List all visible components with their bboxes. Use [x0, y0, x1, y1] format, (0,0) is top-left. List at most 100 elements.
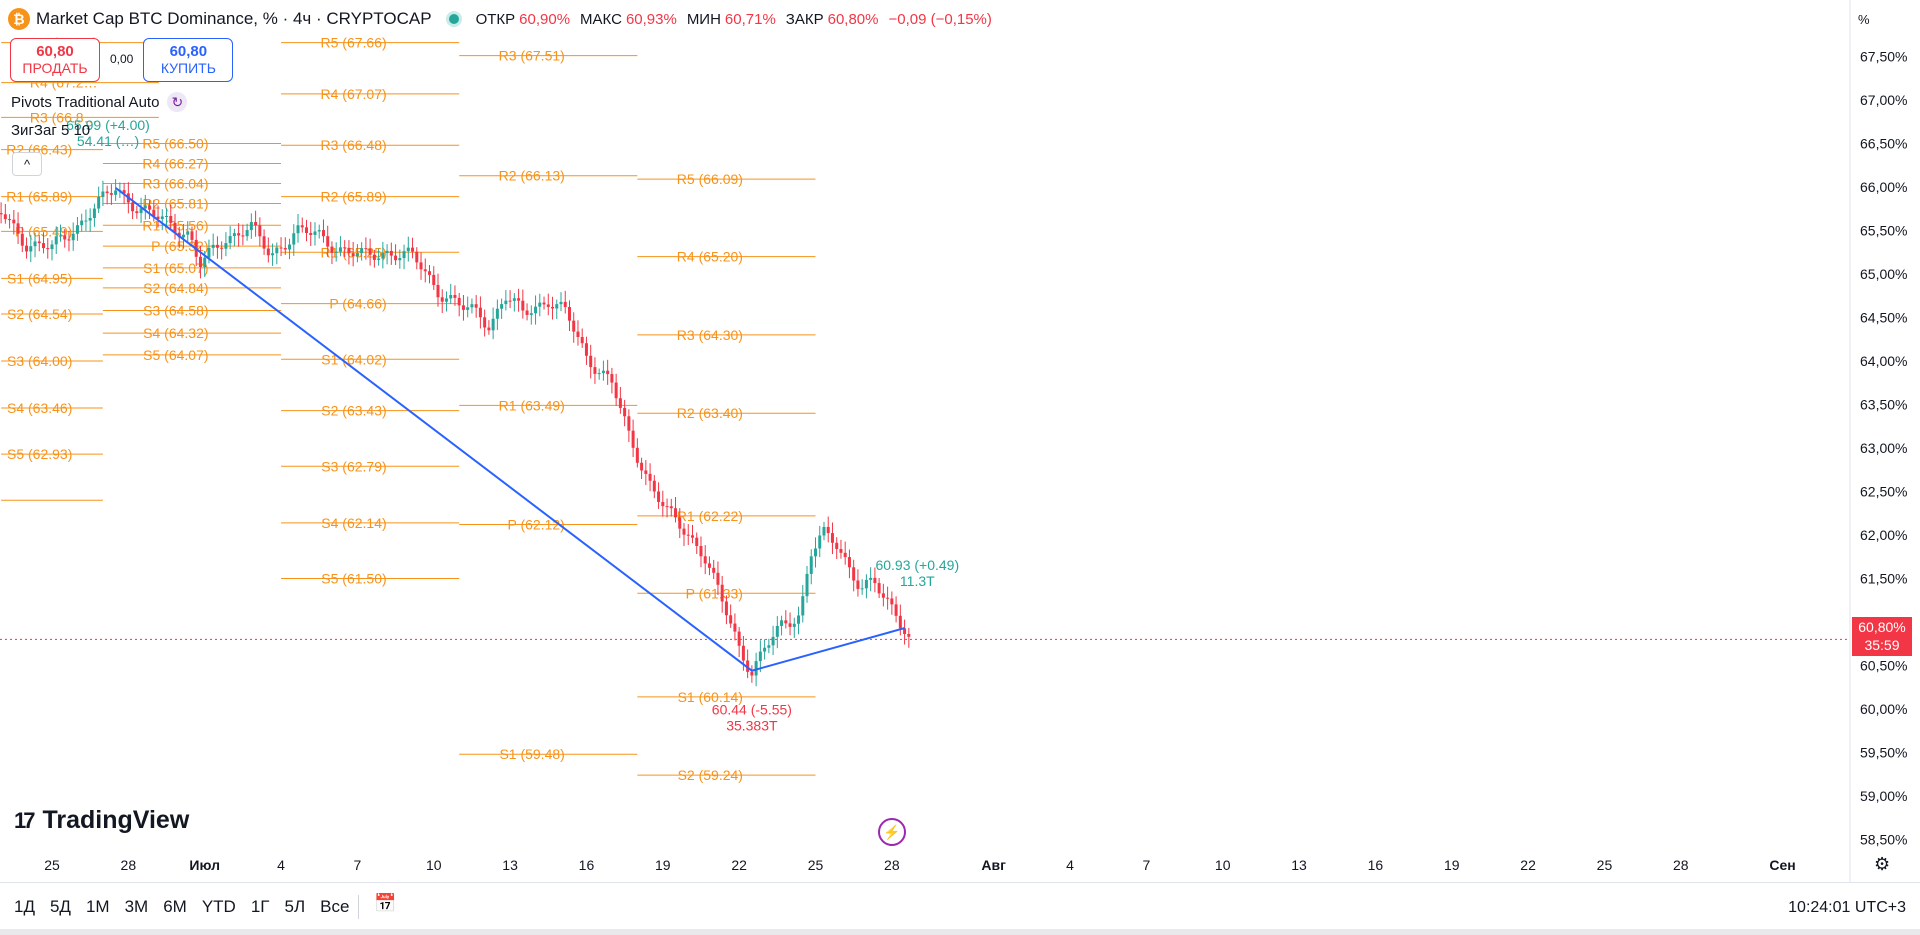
- candle-body: [466, 307, 470, 310]
- y-tick-label: 62,00%: [1860, 527, 1907, 543]
- candle-body: [512, 298, 516, 301]
- range-ytd[interactable]: YTD: [201, 897, 236, 916]
- candle-body: [690, 535, 694, 538]
- toolbar-divider: [358, 895, 359, 919]
- range-6m[interactable]: 6М: [163, 897, 187, 916]
- candle-body: [309, 233, 313, 235]
- pivot-label: S2 (63.43): [321, 403, 386, 419]
- candle-body: [211, 244, 215, 248]
- pivots-indicator-legend[interactable]: Pivots Traditional Auto ↻: [11, 92, 188, 112]
- candle-body: [551, 306, 555, 309]
- candle-body: [631, 430, 635, 448]
- pivot-label: P (65.49): [15, 223, 72, 239]
- candle-body: [814, 548, 817, 557]
- candle-body: [46, 248, 50, 250]
- clock[interactable]: 10:24:01 UTC+3: [1788, 899, 1906, 916]
- candle-body: [313, 231, 317, 235]
- y-tick-label: 59,00%: [1860, 788, 1907, 804]
- symbol-title[interactable]: Market Cap BTC Dominance, % · 4ч · CRYPT…: [36, 9, 432, 28]
- range-3m[interactable]: 3М: [124, 897, 149, 916]
- candle-body: [877, 583, 881, 594]
- candle-body: [84, 220, 88, 222]
- zigzag-indicator-legend[interactable]: ЗигЗаг 5 10: [11, 122, 90, 139]
- pivot-label: R3 (67.51): [499, 48, 565, 64]
- candle-body: [20, 233, 24, 246]
- candle-body: [644, 470, 648, 474]
- candle-body: [347, 247, 351, 254]
- pivot-label: S4 (64.32): [143, 325, 208, 341]
- candle-body: [741, 645, 745, 661]
- candle-body: [97, 196, 101, 209]
- candle-body: [181, 234, 185, 238]
- price-chart[interactable]: R5 (67.66)R4 (67.2…R3 (66.8…R2 (66.43)R1…: [0, 0, 1920, 882]
- y-tick-label: 63,50%: [1860, 397, 1907, 413]
- x-tick-label: 25: [1597, 857, 1613, 873]
- candle-body: [839, 549, 843, 553]
- candle-body: [37, 241, 41, 244]
- zigzag-indicator-label[interactable]: ЗигЗаг 5 10: [11, 122, 91, 139]
- pivot-label: S3 (64.58): [143, 303, 208, 319]
- calendar-goto-icon[interactable]: 📅: [374, 893, 397, 913]
- range-5y[interactable]: 5Л: [284, 897, 306, 916]
- lightning-icon[interactable]: ⚡: [878, 818, 906, 846]
- candle-body: [101, 191, 105, 197]
- candle-body: [716, 572, 720, 585]
- market-status-icon[interactable]: [445, 11, 462, 27]
- pivot-label: R1 (62.22): [677, 508, 743, 524]
- candle-body: [203, 257, 207, 268]
- refresh-icon[interactable]: ↻: [167, 92, 188, 112]
- pivot-label: P (61.33): [686, 585, 743, 601]
- symbol-legend[interactable]: ₿ Market Cap BTC Dominance, % · 4ч · CRY…: [8, 8, 998, 30]
- collapse-legend-button[interactable]: ^: [12, 152, 42, 176]
- candle-body: [648, 473, 652, 481]
- range-1y[interactable]: 1Г: [250, 897, 270, 916]
- candle-body: [266, 248, 270, 256]
- x-tick-label: 28: [121, 857, 137, 873]
- pivots-indicator-label[interactable]: Pivots Traditional Auto: [11, 93, 160, 111]
- candle-body: [334, 251, 338, 253]
- candle-body: [886, 597, 890, 599]
- candle-body: [483, 317, 487, 328]
- candle-body: [3, 214, 7, 220]
- pivot-label: R4 (66.27): [142, 156, 208, 172]
- tradingview-logo[interactable]: 17 TradingView: [14, 806, 189, 835]
- candle-body: [186, 231, 190, 235]
- gear-icon[interactable]: ⚙: [1874, 854, 1891, 874]
- buy-button[interactable]: 60,80 КУПИТЬ: [143, 38, 234, 82]
- candle-body: [440, 297, 444, 302]
- pivot-label: R2 (65.81): [142, 196, 208, 212]
- candle-body: [173, 222, 177, 233]
- candle-body: [198, 256, 202, 268]
- candle-body: [593, 367, 597, 374]
- candle-body: [601, 370, 605, 374]
- candle-body: [584, 343, 588, 356]
- candle-body: [241, 235, 245, 237]
- candle-body: [389, 250, 393, 256]
- range-1m[interactable]: 1М: [85, 897, 110, 916]
- candle-body: [165, 215, 169, 217]
- pivot-label: R1 (63.49): [499, 397, 565, 413]
- candle-body: [830, 533, 834, 543]
- candle-body: [423, 269, 427, 272]
- range-1d[interactable]: 1Д: [14, 897, 35, 916]
- candle-body: [682, 528, 686, 535]
- y-tick-label: 59,50%: [1860, 745, 1907, 761]
- axis-unit-label[interactable]: %: [1858, 12, 1870, 27]
- candle-body: [843, 552, 847, 558]
- candle-body: [555, 304, 559, 309]
- candle-body: [792, 623, 796, 627]
- range-all[interactable]: Все: [320, 897, 350, 916]
- candle-body: [415, 251, 419, 263]
- time-axis: 25 28 Июл 4 7 10 13 16 19 22 25 28 Авг 4 7 10 13 16 19 22 25…: [44, 857, 1796, 873]
- range-5d[interactable]: 5Д: [49, 897, 71, 916]
- high-key: МАКС: [580, 10, 622, 28]
- candle-body: [16, 223, 20, 234]
- bottom-toolbar: 1Д 5Д 1М 3М 6М YTD 1Г 5Л Все 📅 10:24:01 …: [0, 882, 1920, 933]
- pivot-label: R1 (65.89): [6, 189, 72, 205]
- close-value: 60,80%: [827, 10, 879, 28]
- candle-body: [767, 645, 771, 648]
- sell-button[interactable]: 60,80 ПРОДАТЬ: [10, 38, 100, 82]
- candle-body: [109, 193, 113, 195]
- candle-body: [402, 251, 406, 259]
- candle-body: [215, 244, 219, 248]
